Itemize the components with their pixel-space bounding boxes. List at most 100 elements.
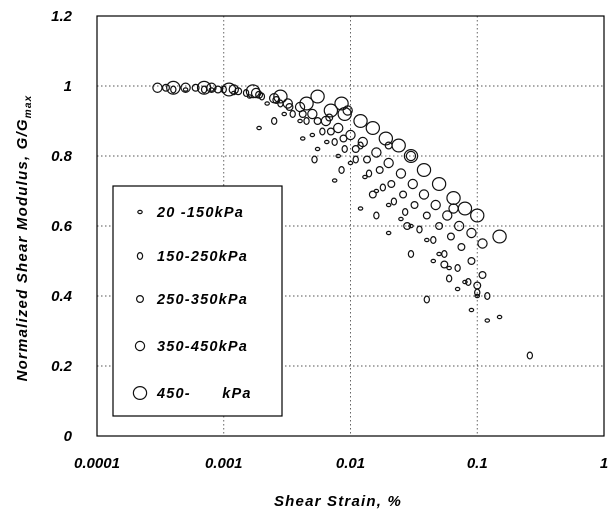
data-point — [418, 189, 430, 200]
data-point — [435, 222, 444, 231]
y-tick-label: 0.6 — [51, 218, 73, 235]
data-point — [407, 250, 415, 259]
data-point — [341, 145, 348, 154]
x-axis-label: Shear Strain, % — [274, 493, 402, 510]
data-point — [442, 210, 453, 221]
data-point — [424, 237, 430, 243]
data-point — [307, 108, 318, 120]
legend-label: 250-350kPa — [156, 292, 248, 308]
data-point — [323, 103, 339, 118]
data-point — [331, 138, 338, 147]
data-point — [430, 258, 437, 264]
data-point — [314, 146, 321, 152]
data-point — [391, 138, 406, 153]
legend-label: 450- kPa — [156, 386, 252, 402]
x-tick-label: 0.001 — [205, 455, 243, 472]
data-point — [478, 271, 487, 280]
data-point — [430, 236, 437, 245]
data-point — [170, 85, 177, 94]
y-axis-label-subscript: max — [23, 95, 34, 119]
data-point — [182, 87, 189, 92]
data-point — [446, 265, 452, 271]
legend-marker — [136, 252, 144, 261]
y-tick-label: 0.4 — [51, 288, 73, 305]
x-tick-label: 0.01 — [336, 455, 365, 472]
data-point — [191, 83, 200, 92]
data-point — [161, 83, 170, 92]
data-point — [334, 96, 349, 111]
data-point — [401, 208, 409, 217]
data-point — [422, 211, 431, 220]
data-point — [320, 115, 332, 127]
y-tick-label: 1 — [64, 78, 72, 95]
data-point — [353, 113, 368, 128]
data-point — [441, 250, 448, 259]
data-point — [299, 136, 306, 141]
data-point — [385, 202, 392, 208]
data-point — [492, 229, 507, 244]
data-point — [357, 136, 368, 148]
data-point — [319, 127, 326, 136]
data-point — [430, 199, 441, 211]
x-tick-label: 0.0001 — [74, 455, 120, 472]
data-point — [309, 132, 316, 138]
data-point — [351, 145, 360, 154]
data-point — [375, 166, 384, 175]
data-point — [196, 80, 212, 95]
data-point — [398, 216, 404, 222]
data-point — [347, 160, 354, 166]
data-point — [180, 82, 191, 93]
data-point — [407, 178, 418, 190]
data-point — [273, 89, 288, 104]
data-point — [256, 125, 262, 131]
data-point — [440, 260, 449, 269]
data-point — [446, 191, 461, 206]
data-point — [337, 106, 352, 121]
data-point — [373, 211, 380, 220]
data-point — [345, 129, 356, 141]
plot-frame — [96, 15, 605, 437]
data-point — [383, 157, 394, 169]
data-point — [297, 118, 303, 124]
y-axis-label-main: Normalized Shear Modulus, G/G — [14, 118, 31, 381]
data-point — [331, 178, 338, 183]
data-point — [379, 183, 387, 192]
data-point — [378, 131, 394, 146]
data-point — [323, 139, 330, 145]
tick-labels: 0.0001 0.001 0.01 0.1 1 0 0.2 0.4 0.6 0.8 1 1.2 — [51, 8, 608, 472]
data-point — [408, 223, 414, 229]
data-point — [221, 82, 237, 97]
legend: 20 -150kPa 150-250kPa 250-350kPa 350-450kPa… — [112, 185, 283, 417]
data-point — [403, 149, 419, 164]
data-point — [399, 190, 408, 199]
legend-label: 150-250kPa — [157, 249, 248, 265]
data-point — [365, 120, 381, 135]
y-axis-label: Normalized Shear Modulus, G/Gmax — [14, 95, 34, 382]
data-point — [387, 180, 396, 189]
legend-box — [112, 185, 283, 417]
data-point — [338, 166, 345, 175]
data-point — [484, 292, 491, 301]
y-tick-label: 0.8 — [51, 148, 73, 165]
data-point — [436, 251, 442, 257]
data-point — [448, 203, 459, 214]
data-point — [313, 116, 322, 125]
data-point — [395, 168, 407, 179]
data-point — [454, 264, 461, 273]
data-point — [423, 295, 431, 304]
data-point — [272, 95, 281, 104]
data-point — [466, 227, 477, 239]
data-point — [326, 127, 335, 136]
legend-marker — [137, 209, 143, 215]
data-point — [357, 206, 364, 211]
y-tick-label: 1.2 — [51, 8, 73, 25]
y-tick-label: 0 — [64, 428, 73, 445]
data-point — [362, 174, 368, 180]
data-point — [166, 80, 181, 95]
data-point — [403, 222, 412, 231]
data-point — [352, 155, 359, 164]
data-point — [477, 238, 488, 249]
data-point — [299, 96, 314, 111]
data-point — [200, 85, 208, 94]
